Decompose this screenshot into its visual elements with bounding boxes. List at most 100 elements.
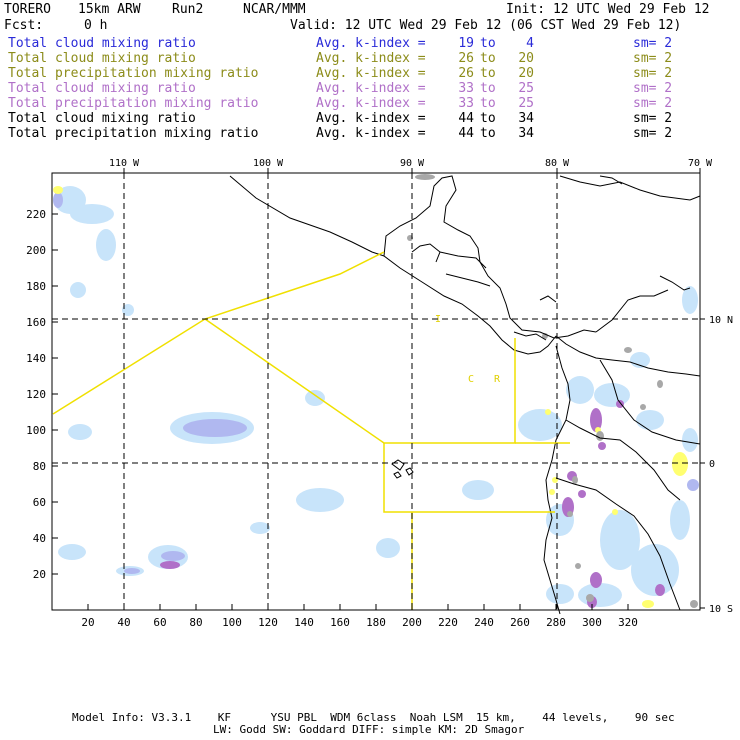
field-to: to	[480, 36, 496, 51]
field-name: Total precipitation mixing ratio	[8, 66, 259, 81]
field-sm: sm= 2	[633, 66, 673, 81]
field-k1: 26	[458, 51, 474, 66]
x-tick-label: 200	[402, 616, 422, 629]
lat-label: 10 N	[709, 315, 733, 326]
x-tick-label: 40	[117, 616, 130, 629]
x-tick-label: 300	[582, 616, 602, 629]
y-tick-label: 180	[26, 280, 46, 293]
x-tick-label: 160	[330, 616, 350, 629]
field-stat: Avg. k-index =	[316, 81, 426, 96]
field-row: Total cloud mixing ratio Avg. k-index = …	[8, 36, 672, 156]
lon-label: 100 W	[253, 158, 284, 169]
y-index-axis: 20 40 60 80 100 120 140 160 180 200 220	[26, 208, 58, 581]
x-tick-label: 260	[510, 616, 530, 629]
lat-label: 10 S	[709, 604, 733, 615]
x-tick-label: 140	[294, 616, 314, 629]
fcst-label: Fcst:	[4, 18, 44, 33]
field-stat: Avg. k-index =	[316, 111, 426, 126]
field-name: Total cloud mixing ratio	[8, 111, 196, 126]
y-tick-label: 100	[26, 424, 46, 437]
field-stat: Avg. k-index =	[316, 96, 426, 111]
coastlines	[229, 175, 701, 615]
field-name: Total cloud mixing ratio	[8, 51, 196, 66]
field-k2: 20	[518, 66, 534, 81]
field-k1: 19	[458, 36, 474, 51]
y-tick-label: 60	[33, 496, 46, 509]
field-row: Total precipitation mixing ratio Avg. k-…	[8, 96, 672, 216]
field-to: to	[480, 126, 496, 141]
field-to: to	[480, 96, 496, 111]
field-sm: sm= 2	[633, 81, 673, 96]
model-info: Model Info: V3.3.1 KF YSU PBL WDM 6class…	[72, 711, 675, 724]
field-k1: 26	[458, 66, 474, 81]
field-name: Total cloud mixing ratio	[8, 36, 196, 51]
lat-label: 0	[709, 459, 715, 470]
lon-label: 110 W	[109, 158, 140, 169]
x-tick-label: 120	[258, 616, 278, 629]
y-tick-label: 220	[26, 208, 46, 221]
y-tick-label: 40	[33, 532, 46, 545]
x-tick-label: 220	[438, 616, 458, 629]
field-k2: 25	[518, 96, 534, 111]
field-sm: sm= 2	[633, 51, 673, 66]
y-tick-label: 200	[26, 244, 46, 257]
shaded-fields	[53, 174, 699, 608]
y-tick-label: 120	[26, 388, 46, 401]
field-row: Total cloud mixing ratio Avg. k-index = …	[8, 111, 672, 231]
x-tick-label: 240	[474, 616, 494, 629]
field-k2: 25	[518, 81, 534, 96]
field-to: to	[480, 51, 496, 66]
y-tick-label: 160	[26, 316, 46, 329]
model-resolution: 15km ARW	[78, 2, 141, 17]
field-k2: 4	[526, 36, 534, 51]
region-letter-r: R	[494, 374, 501, 385]
x-tick-label: 100	[222, 616, 242, 629]
field-sm: sm= 2	[633, 96, 673, 111]
field-sm: sm= 2	[633, 126, 673, 141]
field-stat: Avg. k-index =	[316, 126, 426, 141]
field-name: Total cloud mixing ratio	[8, 81, 196, 96]
x-tick-label: 320	[618, 616, 638, 629]
x-tick-label: 180	[366, 616, 386, 629]
x-index-axis: 20 40 60 80 100 120 140 160 180 200 220 240 260 280 30…	[81, 604, 638, 629]
field-sm: sm= 2	[633, 111, 673, 126]
init-time: Init: 12 UTC Wed 29 Feb 12	[506, 2, 710, 17]
run-label: Run2	[172, 2, 204, 17]
x-tick-label: 60	[153, 616, 166, 629]
y-tick-label: 20	[33, 568, 46, 581]
organization: NCAR/MMM	[243, 2, 306, 17]
field-sm: sm= 2	[633, 36, 673, 51]
field-k2: 34	[518, 126, 534, 141]
physics-info: LW: Godd SW: Goddard DIFF: simple KM: 2D…	[213, 723, 525, 736]
field-stat: Avg. k-index =	[316, 36, 426, 51]
fcst-value: 0 h	[84, 18, 108, 33]
field-k2: 34	[518, 111, 534, 126]
lon-label: 70 W	[688, 158, 713, 169]
field-to: to	[480, 111, 496, 126]
latitude-labels: 10 N 0 10 S	[700, 315, 733, 615]
graticule	[52, 173, 700, 610]
field-row: Total precipitation mixing ratio Avg. k-…	[8, 126, 672, 246]
lon-label: 90 W	[400, 158, 425, 169]
field-k1: 44	[458, 111, 474, 126]
field-row: Total precipitation mixing ratio Avg. k-…	[8, 66, 672, 186]
valid-time: Valid: 12 UTC Wed 29 Feb 12 (06 CST Wed …	[290, 18, 682, 33]
field-name: Total precipitation mixing ratio	[8, 96, 259, 111]
region-marker: I	[435, 314, 441, 325]
field-row: Total cloud mixing ratio Avg. k-index = …	[8, 81, 672, 201]
field-k1: 44	[458, 126, 474, 141]
y-tick-label: 80	[33, 460, 46, 473]
x-tick-label: 20	[81, 616, 94, 629]
field-stat: Avg. k-index =	[316, 66, 426, 81]
field-stat: Avg. k-index =	[316, 51, 426, 66]
model-name: TORERO	[4, 2, 51, 17]
field-k2: 20	[518, 51, 534, 66]
field-name: Total precipitation mixing ratio	[8, 126, 259, 141]
field-to: to	[480, 81, 496, 96]
x-tick-label: 280	[546, 616, 566, 629]
field-row: Total cloud mixing ratio Avg. k-index = …	[8, 51, 672, 171]
field-k1: 33	[458, 96, 474, 111]
forecast-map: C R I 20 40 60 80 100 120 140 160 180 200 220 240 26…	[26, 158, 733, 629]
longitude-labels: 110 W 100 W 90 W 80 W 70 W	[109, 158, 713, 173]
field-k1: 33	[458, 81, 474, 96]
